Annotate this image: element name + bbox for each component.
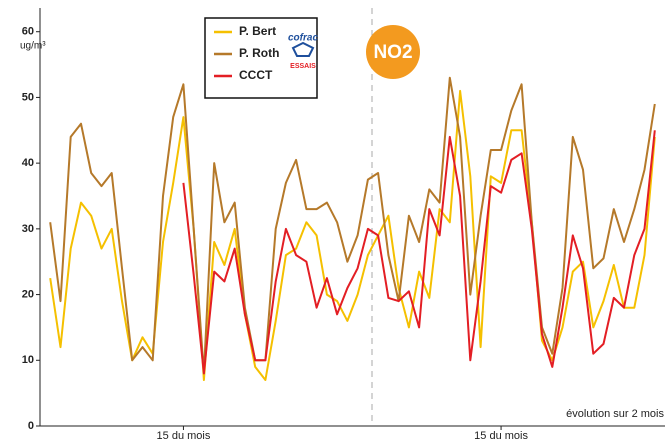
x-tick-label: 15 du mois: [474, 430, 528, 442]
y-tick-label: 30: [22, 223, 34, 235]
badge-circle: [366, 25, 420, 79]
y-axis-label: ug/m³: [20, 41, 46, 52]
logo-icon: [291, 41, 315, 57]
badge: NO2: [373, 42, 412, 63]
y-tick-label: 10: [22, 354, 34, 366]
logo-top: cofrac: [288, 33, 318, 44]
y-tick-label: 50: [22, 91, 34, 103]
logo-bottom: ESSAIS: [290, 63, 316, 70]
y-tick-label: 20: [22, 288, 34, 300]
annotation: évolution sur 2 mois: [566, 408, 664, 420]
x-tick-label: 15 du mois: [157, 430, 211, 442]
y-tick-label: 0: [28, 420, 34, 432]
series-line: [49, 76, 656, 375]
legend: P. Bert P. Roth CCCT: [204, 17, 318, 99]
legend-label: P. Bert: [239, 24, 276, 38]
series-line: [182, 130, 656, 375]
legend-label: CCCT: [239, 68, 273, 82]
legend-label: P. Roth: [239, 46, 279, 60]
y-tick-label: 40: [22, 157, 34, 169]
y-tick-label: 60: [22, 26, 34, 38]
series-line: [49, 89, 656, 381]
